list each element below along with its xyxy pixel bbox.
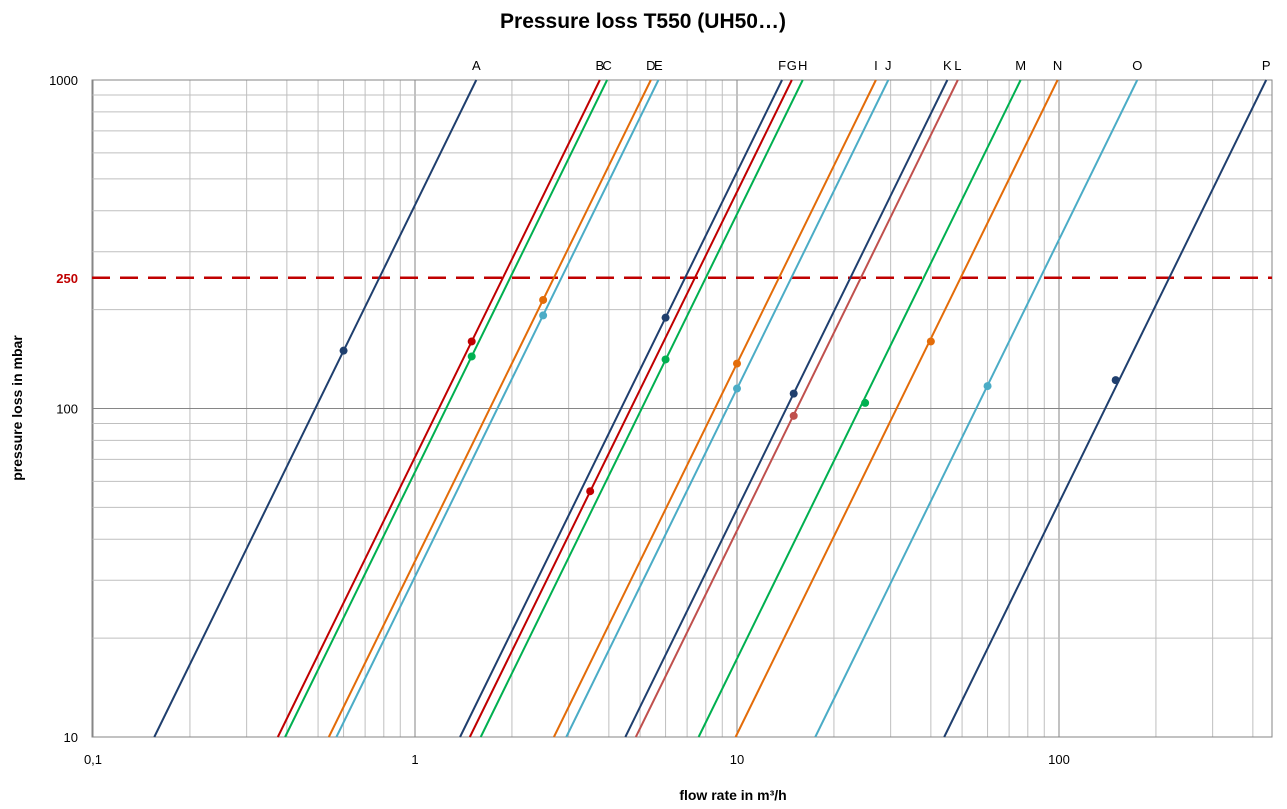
series-line-I (553, 79, 877, 738)
series-marker-F (661, 313, 670, 322)
series-marker-N (926, 337, 935, 346)
series-marker-C (467, 352, 476, 361)
series-line-C (284, 79, 609, 738)
series-marker-L (789, 411, 798, 420)
x-axis-title: flow rate in m³/h (679, 787, 786, 803)
series-marker-E (539, 311, 548, 320)
series-label-K: K (943, 58, 952, 73)
series-marker-P (1111, 376, 1120, 385)
series-label-C: C (602, 58, 611, 73)
reference-line-group: 250 (56, 271, 1272, 286)
series-line-D (327, 79, 652, 738)
x-tick-label: 100 (1048, 752, 1070, 767)
series-line-A (153, 79, 478, 738)
series-line-H (479, 79, 804, 738)
series-line-P (943, 79, 1268, 738)
series-label-A: A (472, 58, 481, 73)
y-tick-label: 100 (56, 402, 78, 417)
y-tick-label: 1000 (49, 73, 78, 88)
plot-area-frame (91, 79, 1273, 738)
series-marker-H (661, 355, 670, 364)
series-label-E: E (654, 58, 663, 73)
x-tick-label: 10 (730, 752, 744, 767)
series-label-J: J (885, 58, 892, 73)
series-marker-B (467, 337, 476, 346)
series-label-N: N (1053, 58, 1062, 73)
series-label-L: L (954, 58, 961, 73)
series-line-L (634, 79, 959, 738)
series-marker-A (339, 346, 348, 355)
series-lines (153, 79, 1268, 738)
series-line-N (734, 79, 1059, 738)
series-label-B: B (596, 58, 605, 73)
chart-title: Pressure loss T550 (UH50…) (500, 10, 786, 33)
x-tick-label: 0,1 (84, 752, 102, 767)
series-markers (339, 295, 1120, 496)
reference-line-label: 250 (56, 271, 78, 286)
series-marker-I (733, 359, 741, 368)
series-line-O (814, 79, 1139, 738)
series-label-M: M (1015, 58, 1026, 73)
series-label-O: O (1132, 58, 1142, 73)
series-marker-G (586, 487, 595, 496)
series-labels: A BC DE F G H I J K L M N O P (472, 58, 1271, 73)
series-line-B (276, 79, 601, 738)
series-marker-K (789, 389, 798, 398)
series-line-G (468, 79, 793, 738)
y-tick-label: 10 (64, 730, 78, 745)
series-line-J (565, 79, 890, 738)
series-line-M (697, 79, 1022, 738)
series-label-G: G (787, 58, 797, 73)
series-label-I: I (874, 58, 878, 73)
series-line-F (459, 79, 783, 738)
series-marker-M (861, 398, 870, 407)
tick-labels: 0,1 1 10 100 10 100 1000 (49, 73, 1070, 767)
series-label-D: D (646, 58, 655, 73)
series-line-E (335, 79, 660, 738)
series-marker-D (539, 295, 548, 304)
series-label-P: P (1262, 58, 1271, 73)
y-axis-title: pressure loss in mbar (9, 335, 25, 481)
series-label-H: H (798, 58, 807, 73)
series-label-F: F (778, 58, 786, 73)
x-tick-label: 1 (411, 752, 418, 767)
series-marker-O (983, 382, 992, 391)
gridlines (92, 80, 1272, 738)
series-marker-J (733, 384, 741, 393)
series-line-K (624, 79, 949, 738)
